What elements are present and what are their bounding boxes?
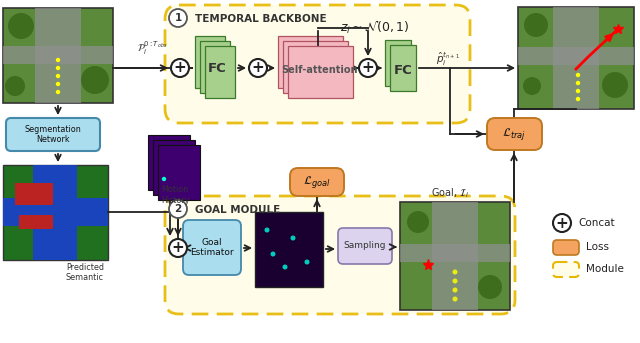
Circle shape [291,236,296,240]
Text: Concat: Concat [578,218,614,228]
FancyBboxPatch shape [183,220,241,275]
Text: +: + [362,60,374,75]
Text: +: + [172,240,184,256]
Circle shape [271,251,275,257]
Text: +: + [556,215,568,230]
Bar [200,41,230,93]
Text: Self-attention: Self-attention [282,65,358,75]
FancyBboxPatch shape [553,262,579,277]
FancyBboxPatch shape [165,196,515,314]
Circle shape [576,81,580,85]
Text: FC: FC [394,63,412,76]
Circle shape [56,74,60,78]
Circle shape [478,275,502,299]
Bar [148,135,190,190]
Bar [553,7,599,109]
Circle shape [576,97,580,101]
Bar [400,244,510,262]
Circle shape [553,214,571,232]
FancyBboxPatch shape [338,228,392,264]
Circle shape [524,13,548,37]
Bar [288,46,353,98]
Text: Motion
History: Motion History [161,185,189,205]
Bar [158,145,200,200]
Bar [35,8,81,103]
Circle shape [171,59,189,77]
Bar [195,36,225,88]
FancyBboxPatch shape [553,240,579,255]
Circle shape [169,9,187,27]
Circle shape [249,59,267,77]
Circle shape [56,82,60,86]
Text: $\mathcal{L}_{traj}$: $\mathcal{L}_{traj}$ [502,126,527,142]
Bar [390,45,416,91]
Text: GOAL MODULE: GOAL MODULE [195,205,280,215]
Bar [518,7,634,109]
Text: Loss: Loss [586,242,609,252]
Bar [518,47,634,65]
Circle shape [56,90,60,94]
Text: $z_i \sim \mathcal{N}(0,1)$: $z_i \sim \mathcal{N}(0,1)$ [340,19,410,36]
Circle shape [576,89,580,93]
Circle shape [56,66,60,70]
FancyBboxPatch shape [487,118,542,150]
FancyBboxPatch shape [6,118,100,151]
Circle shape [169,200,187,218]
Circle shape [264,227,269,233]
Text: Module: Module [586,264,624,274]
Bar [33,165,77,260]
Circle shape [359,59,377,77]
Circle shape [576,73,580,77]
Circle shape [452,279,458,284]
Bar [283,41,348,93]
FancyBboxPatch shape [165,5,470,123]
Text: 2: 2 [174,204,182,214]
Bar [3,198,108,226]
Circle shape [8,13,34,39]
Bar [385,40,411,86]
FancyBboxPatch shape [290,168,344,196]
Text: Predicted
Semantic: Predicted Semantic [66,263,104,282]
Circle shape [452,270,458,274]
Bar [205,46,235,98]
Bar [19,215,53,229]
Circle shape [282,264,287,270]
Text: TEMPORAL BACKBONE: TEMPORAL BACKBONE [195,14,326,24]
Circle shape [162,177,166,181]
Text: Goal
Estimator: Goal Estimator [190,238,234,257]
Bar [3,46,113,64]
Circle shape [452,296,458,301]
Circle shape [5,76,25,96]
Text: $\mathcal{L}_{goal}$: $\mathcal{L}_{goal}$ [303,174,331,190]
Circle shape [452,287,458,293]
Bar [278,36,343,88]
Text: Sampling: Sampling [344,241,387,250]
Text: $\hat{p}_i^{t_{n+1}}$: $\hat{p}_i^{t_{n+1}}$ [436,50,460,68]
Bar [153,140,195,195]
Bar [400,202,510,310]
Bar [255,212,323,287]
Text: Goal, $\mathcal{I}_i$: Goal, $\mathcal{I}_i$ [431,186,469,200]
Text: +: + [173,60,186,75]
Text: FC: FC [207,61,227,74]
Circle shape [56,58,60,62]
Circle shape [81,66,109,94]
Circle shape [407,211,429,233]
Circle shape [602,72,628,98]
Circle shape [169,239,187,257]
Bar [15,183,53,205]
Bar [3,8,113,103]
Bar [432,202,478,310]
Circle shape [305,260,310,264]
Text: Segmentation
Network: Segmentation Network [24,125,81,144]
Text: $\mathcal{P}_i^{0:T_{obs}}$: $\mathcal{P}_i^{0:T_{obs}}$ [137,39,167,57]
Bar [3,165,108,260]
Text: 1: 1 [174,13,182,23]
Text: +: + [252,60,264,75]
Circle shape [523,77,541,95]
